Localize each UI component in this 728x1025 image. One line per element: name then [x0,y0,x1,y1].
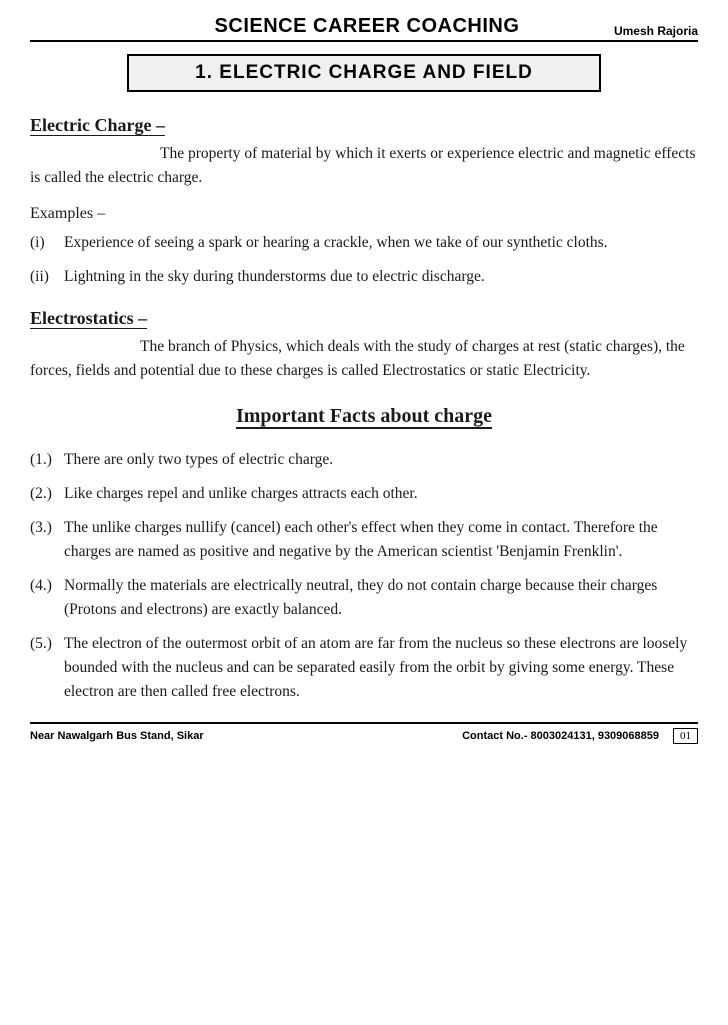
examples-label: Examples – [30,202,698,227]
fact-number: (1.) [30,448,64,472]
fact-text: The unlike charges nullify (cancel) each… [64,516,698,564]
fact-number: (2.) [30,482,64,506]
page-container: SCIENCE CAREER COACHING Umesh Rajoria 1.… [0,0,728,1025]
example-number: (ii) [30,265,64,289]
page-number: 01 [673,728,698,744]
fact-item: (4.) Normally the materials are electric… [30,574,698,622]
fact-number: (4.) [30,574,64,622]
fact-item: (2.) Like charges repel and unlike charg… [30,482,698,506]
facts-title: Important Facts about charge [30,401,698,432]
fact-number: (5.) [30,632,64,704]
example-number: (i) [30,231,64,255]
fact-item: (5.) The electron of the outermost orbit… [30,632,698,704]
chapter-title: 1. ELECTRIC CHARGE AND FIELD [127,54,601,92]
author-name: Umesh Rajoria [614,24,698,38]
example-text: Lightning in the sky during thunderstorm… [64,265,698,289]
footer-contact: Contact No.- 8003024131, 9309068859 [462,730,659,742]
fact-text: Like charges repel and unlike charges at… [64,482,698,506]
electrostatics-definition: The branch of Physics, which deals with … [30,335,698,383]
fact-item: (3.) The unlike charges nullify (cancel)… [30,516,698,564]
page-footer: Near Nawalgarh Bus Stand, Sikar Contact … [30,722,698,744]
section-electrostatics-title: Electrostatics – [30,308,147,328]
section-electric-charge-title: Electric Charge – [30,115,165,135]
example-item: (ii) Lightning in the sky during thunder… [30,265,698,289]
footer-address: Near Nawalgarh Bus Stand, Sikar [30,730,204,742]
fact-number: (3.) [30,516,64,564]
page-header: SCIENCE CAREER COACHING Umesh Rajoria [30,15,698,42]
institute-name: SCIENCE CAREER COACHING [120,15,614,38]
electric-charge-definition: The property of material by which it exe… [30,142,698,190]
fact-text: The electron of the outermost orbit of a… [64,632,698,704]
fact-item: (1.) There are only two types of electri… [30,448,698,472]
example-item: (i) Experience of seeing a spark or hear… [30,231,698,255]
handwritten-content: Electric Charge – The property of materi… [30,112,698,704]
example-text: Experience of seeing a spark or hearing … [64,231,698,255]
fact-text: Normally the materials are electrically … [64,574,698,622]
fact-text: There are only two types of electric cha… [64,448,698,472]
